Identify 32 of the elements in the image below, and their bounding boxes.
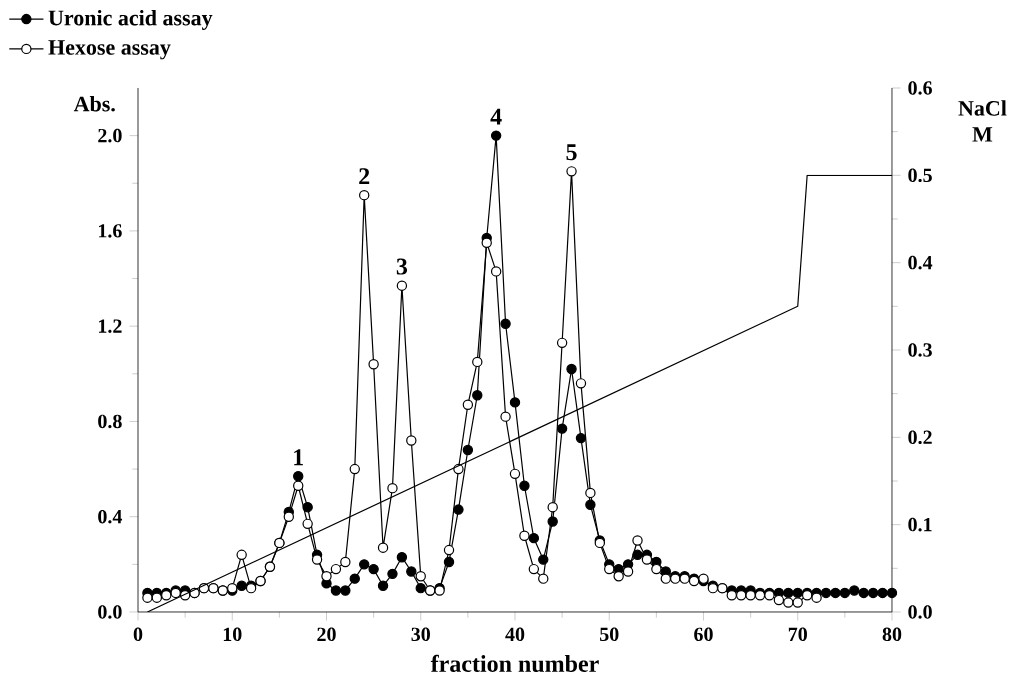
x-tick-label: 30	[411, 627, 430, 642]
annotation: 5	[566, 144, 577, 161]
annotation: 3	[396, 258, 408, 275]
y-tick-label: 0.8	[98, 414, 122, 429]
y2-tick-label: 0.2	[908, 430, 932, 445]
y2-tick-label: 0.3	[908, 343, 932, 357]
y2-tick-label: 0.1	[908, 517, 932, 532]
y-tick-label: 2.0	[98, 128, 122, 143]
y2-tick-label: 0.4	[908, 255, 933, 270]
legend-label: Hexose assay	[48, 40, 171, 60]
annotation: 2	[359, 168, 370, 185]
annotation: 1	[294, 449, 303, 466]
x-tick-label: 10	[223, 627, 242, 642]
x-tick-label: 0	[133, 627, 143, 642]
x-axis-title: fraction number	[430, 654, 599, 672]
y-tick-label: 0.4	[98, 509, 123, 524]
x-tick-label: 60	[694, 627, 713, 642]
y2-tick-label: 0.5	[908, 168, 932, 183]
legend-label: Uronic acid assay	[48, 9, 213, 30]
y-tick-label: 0.0	[98, 605, 122, 619]
y-tick-label: 1.2	[99, 319, 122, 333]
y-tick-label: 1.6	[99, 224, 122, 238]
y2-axis-title: NaCl M	[958, 100, 1007, 142]
annotation: 4	[490, 108, 502, 125]
x-tick-label: 50	[600, 627, 619, 642]
x-tick-label: 20	[317, 627, 336, 642]
y-axis-title: Abs.	[73, 95, 115, 112]
x-tick-label: 70	[788, 627, 807, 642]
y2-tick-label: 0.0	[908, 605, 932, 619]
y2-tick-label: 0.6	[908, 81, 932, 95]
x-tick-label: 40	[505, 627, 525, 642]
x-tick-label: 80	[882, 627, 902, 642]
